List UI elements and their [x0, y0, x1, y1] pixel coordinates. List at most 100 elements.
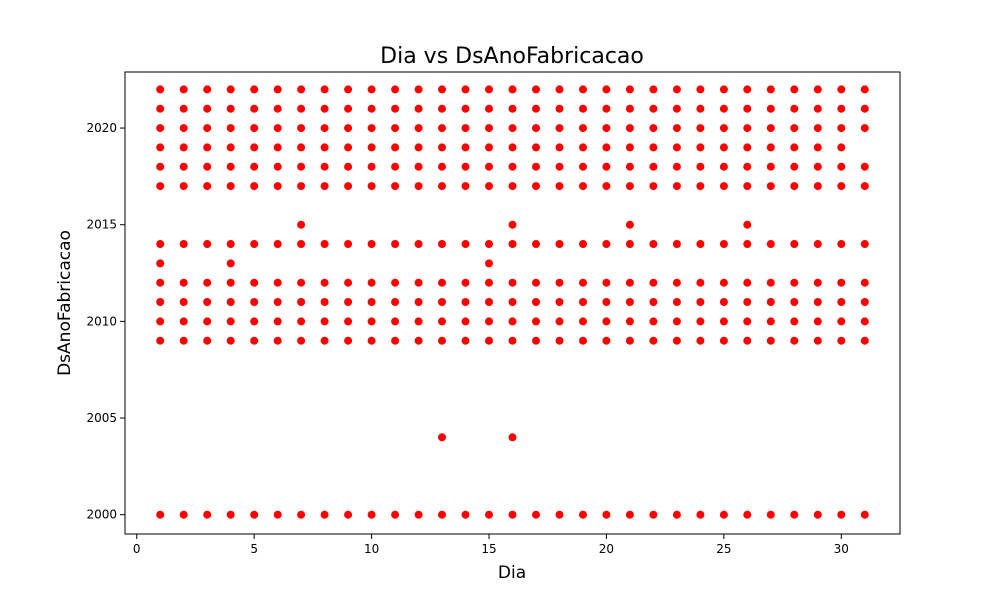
data-point — [461, 240, 470, 248]
data-point — [367, 510, 376, 519]
y-tick-label: 2020 — [86, 121, 117, 135]
data-point — [461, 85, 470, 94]
data-point — [438, 433, 446, 442]
data-point — [625, 317, 634, 326]
data-point — [203, 143, 212, 152]
data-point — [719, 278, 728, 287]
data-point — [297, 336, 306, 345]
data-point — [344, 85, 353, 94]
data-point — [860, 85, 869, 94]
data-point — [672, 336, 681, 345]
data-point — [649, 104, 658, 113]
data-point — [367, 336, 376, 345]
data-point — [485, 104, 493, 113]
data-point — [672, 104, 681, 113]
data-point — [179, 317, 188, 326]
data-point — [203, 317, 212, 326]
data-point — [743, 182, 752, 191]
data-point — [696, 317, 705, 326]
x-tick-label: 30 — [834, 542, 849, 556]
data-point — [579, 298, 587, 306]
data-point — [156, 317, 165, 326]
data-point — [649, 336, 658, 345]
data-point — [226, 298, 235, 306]
data-point — [508, 104, 517, 113]
data-point — [555, 240, 564, 248]
data-point — [203, 298, 212, 306]
data-point — [391, 162, 400, 171]
data-point — [719, 85, 728, 94]
data-point — [508, 162, 517, 171]
data-point — [719, 336, 728, 345]
data-point — [367, 143, 376, 152]
data-point — [766, 124, 775, 133]
data-point — [391, 240, 400, 248]
data-point — [226, 182, 235, 191]
data-point — [860, 104, 869, 113]
data-point — [438, 162, 446, 171]
data-point — [438, 182, 446, 191]
data-point — [625, 220, 634, 229]
data-point — [719, 298, 728, 306]
data-point — [602, 143, 611, 152]
data-point — [203, 182, 212, 191]
data-point — [766, 240, 775, 248]
data-point — [485, 85, 493, 94]
data-point — [485, 240, 493, 248]
data-point — [555, 143, 564, 152]
data-point — [790, 240, 799, 248]
data-point — [602, 278, 611, 287]
data-point — [860, 336, 869, 345]
data-point — [344, 298, 353, 306]
data-point — [837, 510, 846, 519]
data-point — [766, 510, 775, 519]
data-point — [837, 124, 846, 133]
data-point — [438, 240, 446, 248]
data-point — [344, 104, 353, 113]
data-point — [719, 124, 728, 133]
data-point — [297, 143, 306, 152]
data-point — [719, 143, 728, 152]
data-point — [837, 104, 846, 113]
data-point — [555, 85, 564, 94]
data-point — [461, 317, 470, 326]
data-point — [649, 278, 658, 287]
data-point — [320, 278, 329, 287]
data-point — [179, 182, 188, 191]
data-point — [766, 278, 775, 287]
data-point — [813, 182, 822, 191]
data-point — [485, 143, 493, 152]
x-axis-ticks: 0 5 10 15 20 25 30 — [133, 534, 849, 556]
data-point — [250, 162, 259, 171]
data-point — [672, 278, 681, 287]
data-point — [461, 182, 470, 191]
data-point — [461, 278, 470, 287]
x-tick-label: 25 — [716, 542, 731, 556]
data-point — [250, 182, 259, 191]
data-point — [250, 124, 259, 133]
data-point — [532, 124, 540, 133]
data-point — [790, 510, 799, 519]
data-point — [273, 278, 282, 287]
data-point — [532, 336, 540, 345]
data-point — [602, 162, 611, 171]
data-point — [555, 278, 564, 287]
data-point — [649, 298, 658, 306]
data-point — [579, 104, 587, 113]
data-point — [179, 336, 188, 345]
data-point — [179, 104, 188, 113]
data-point — [672, 317, 681, 326]
data-point — [414, 85, 423, 94]
data-point — [156, 336, 165, 345]
data-point — [156, 162, 165, 171]
data-point — [579, 510, 587, 519]
data-point — [837, 162, 846, 171]
data-point — [743, 240, 752, 248]
data-point — [438, 85, 446, 94]
data-point — [250, 278, 259, 287]
data-point — [625, 182, 634, 191]
data-point — [555, 162, 564, 171]
data-point — [579, 182, 587, 191]
data-point — [813, 298, 822, 306]
